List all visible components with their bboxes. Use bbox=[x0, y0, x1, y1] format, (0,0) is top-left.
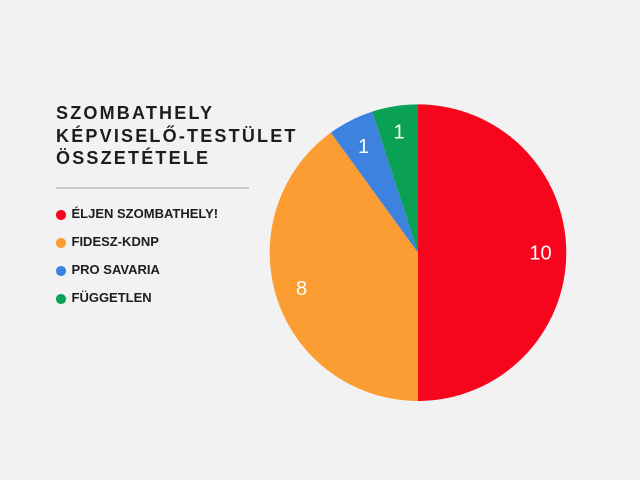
svg-text:10: 10 bbox=[529, 243, 551, 265]
svg-text:8: 8 bbox=[296, 278, 307, 300]
svg-text:1: 1 bbox=[393, 122, 404, 144]
svg-text:1: 1 bbox=[358, 136, 369, 158]
